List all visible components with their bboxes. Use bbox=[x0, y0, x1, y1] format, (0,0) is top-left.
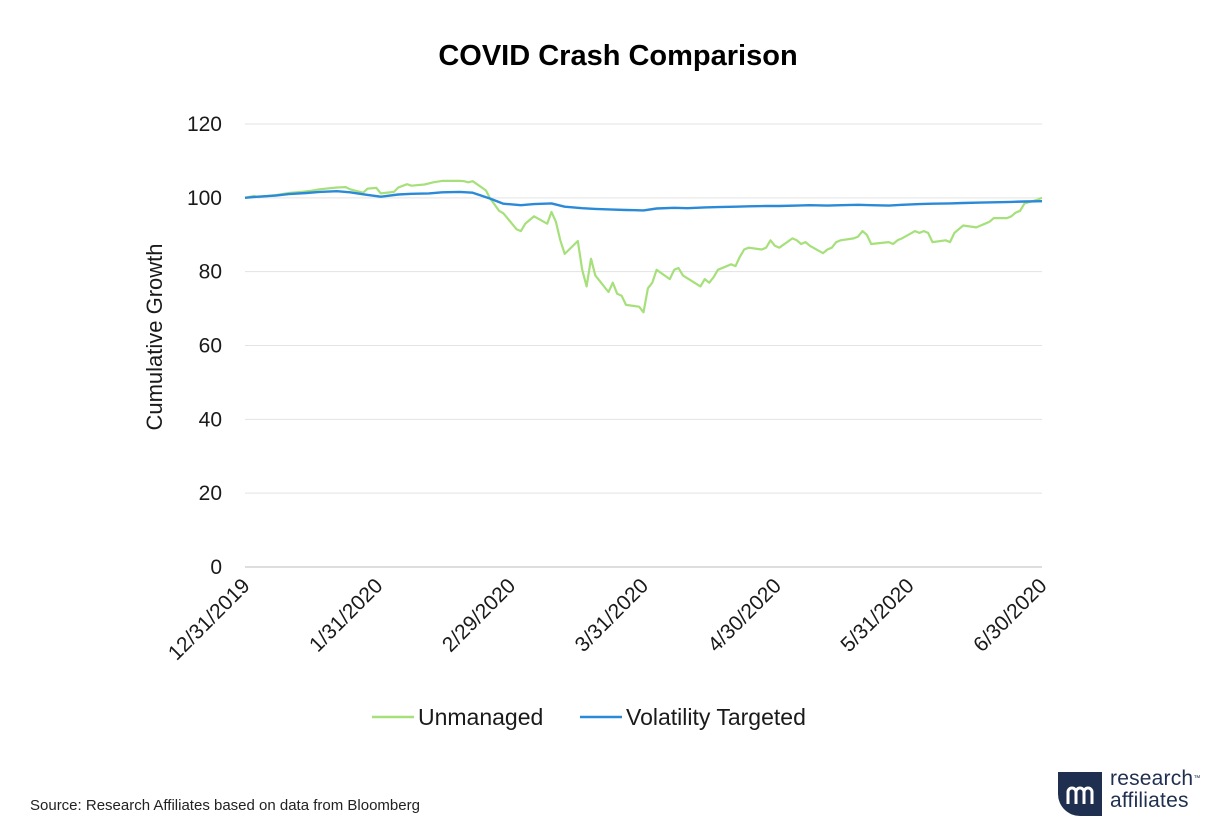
series-line-unmanaged bbox=[244, 179, 1043, 314]
x-tick-label: 4/30/2020 bbox=[704, 574, 786, 656]
x-tick-label: 1/31/2020 bbox=[305, 574, 387, 656]
gridlines bbox=[245, 123, 1042, 568]
chart-canvas: COVID Crash Comparison 0 20 40 60 80 100 120 1… bbox=[142, 40, 1052, 730]
y-tick-label: 60 bbox=[199, 335, 222, 358]
legend: Unmanaged Volatility Targeted bbox=[372, 704, 806, 730]
x-tick-label: 2/29/2020 bbox=[438, 574, 520, 656]
source-note: Source: Research Affiliates based on dat… bbox=[30, 797, 420, 814]
legend-label-unmanaged: Unmanaged bbox=[418, 704, 543, 730]
logo-line1: research bbox=[1110, 767, 1194, 790]
series-lines bbox=[244, 179, 1043, 314]
research-affiliates-logo: research™ affiliates bbox=[1058, 768, 1218, 820]
logo-text: research™ affiliates bbox=[1110, 768, 1201, 812]
y-tick-label: 20 bbox=[199, 482, 222, 505]
chart-title: COVID Crash Comparison bbox=[438, 40, 797, 72]
logo-trademark: ™ bbox=[1193, 775, 1201, 782]
series-line-volatility-targeted bbox=[244, 190, 1043, 212]
logo-mark-icon bbox=[1058, 772, 1102, 816]
y-tick-label: 40 bbox=[199, 408, 222, 431]
x-tick-label: 3/31/2020 bbox=[571, 574, 653, 656]
y-axis-label: Cumulative Growth bbox=[142, 243, 167, 430]
y-tick-label: 120 bbox=[187, 113, 222, 136]
y-tick-label: 80 bbox=[199, 261, 222, 284]
y-tick-label: 100 bbox=[187, 187, 222, 210]
y-tick-label: 0 bbox=[210, 556, 222, 579]
x-axis-ticks: 12/31/2019 1/31/2020 2/29/2020 3/31/2020 4/3… bbox=[164, 574, 1052, 665]
logo-line2: affiliates bbox=[1110, 789, 1189, 812]
x-tick-label: 12/31/2019 bbox=[164, 574, 255, 665]
x-tick-label: 5/31/2020 bbox=[836, 574, 918, 656]
x-tick-label: 6/30/2020 bbox=[969, 574, 1051, 656]
legend-label-volatility-targeted: Volatility Targeted bbox=[626, 704, 806, 730]
y-axis-ticks: 0 20 40 60 80 100 120 bbox=[187, 113, 222, 579]
